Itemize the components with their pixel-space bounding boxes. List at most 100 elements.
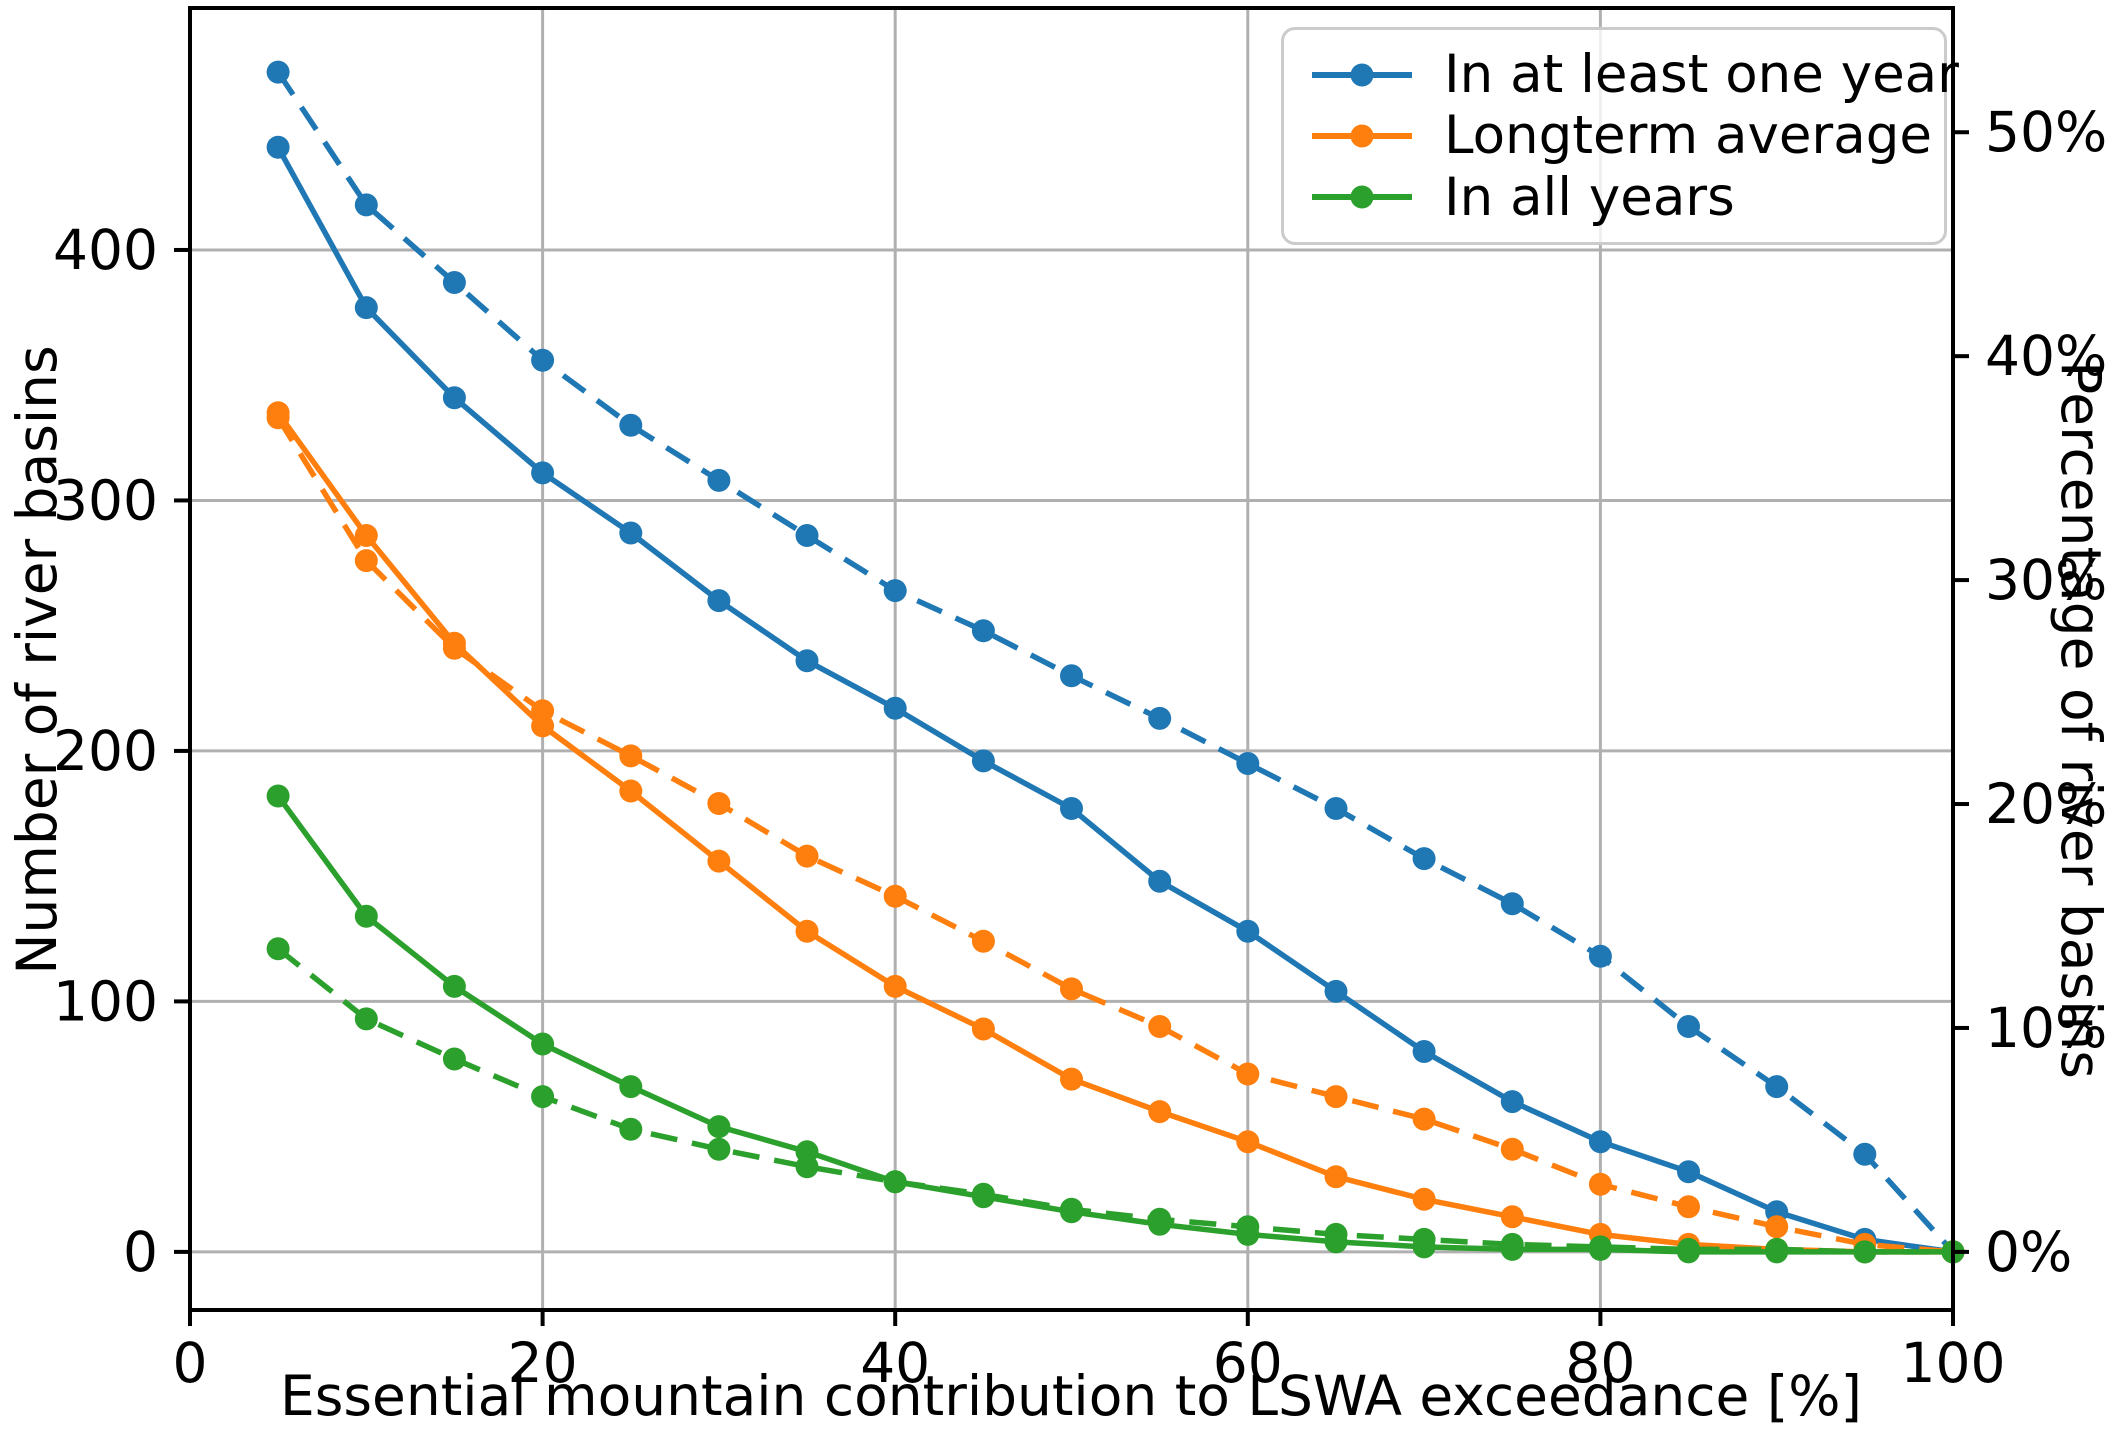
x-tick-label: 20: [508, 1331, 578, 1395]
y-left-tick-label: 400: [53, 218, 158, 282]
x-tick-label: 60: [1213, 1331, 1283, 1395]
data-point-marker: [883, 974, 907, 998]
y-left-tick-label: 300: [53, 468, 158, 532]
data-point-marker: [1853, 1142, 1877, 1166]
legend-line-marker-icon: [1312, 185, 1412, 209]
data-point-marker: [971, 1182, 995, 1206]
x-tick-label: 80: [1565, 1331, 1635, 1395]
data-point-marker: [1236, 1062, 1260, 1086]
series-line-longterm-average-solid: [275, 411, 1953, 1255]
y-right-tick-label: 30%: [1985, 548, 2107, 612]
y-right-tick-label: 10%: [1985, 996, 2107, 1060]
data-point-marker: [1148, 869, 1172, 893]
data-point-marker: [707, 849, 731, 873]
data-point-marker: [883, 884, 907, 908]
data-point-marker: [883, 1170, 907, 1194]
x-axis-title: Essential mountain contribution to LSWA …: [280, 1364, 1862, 1428]
data-point-marker: [971, 1017, 995, 1041]
legend-line-marker-icon: [1312, 63, 1412, 87]
x-tick-label: 0: [173, 1331, 208, 1395]
data-point-marker: [442, 271, 466, 294]
data-point-marker: [1500, 1090, 1524, 1114]
y-right-tick-label: 20%: [1985, 772, 2107, 836]
series-line-in-all-years-solid: [275, 794, 1953, 1255]
data-point-marker: [442, 386, 466, 410]
data-point-marker: [442, 1047, 466, 1071]
data-point-marker: [531, 1085, 555, 1109]
data-point-marker: [707, 1115, 731, 1139]
y-axis-left-title: Number of river basins: [5, 345, 69, 974]
legend-item-longterm-average: Longterm average: [1310, 109, 1934, 162]
data-point-marker: [354, 193, 378, 217]
data-point-marker: [795, 844, 819, 868]
data-point-marker: [1500, 1205, 1524, 1229]
data-point-marker: [1765, 1075, 1789, 1099]
data-point-marker: [1060, 797, 1083, 820]
chart-legend: In at least one year Longterm average In a…: [1281, 27, 1959, 245]
data-point-marker: [266, 135, 290, 159]
series-line-in-at-least-one-year-solid: [275, 145, 1954, 1255]
legend-item-in-at-least-one-year: In at least one year: [1310, 48, 1959, 101]
data-point-marker: [619, 413, 643, 437]
data-point-marker: [1412, 1187, 1436, 1211]
data-point-marker: [1765, 1237, 1789, 1261]
data-point-marker: [1412, 847, 1436, 871]
data-point-marker: [354, 296, 378, 320]
data-point-marker: [1853, 1240, 1877, 1264]
data-point-marker: [1236, 752, 1260, 775]
data-point-marker: [531, 348, 555, 372]
data-point-marker: [619, 1075, 643, 1099]
legend-label: Longterm average: [1444, 105, 1932, 167]
legend-line-marker-icon: [1312, 124, 1412, 148]
data-point-marker: [266, 406, 290, 430]
data-point-marker: [1060, 1067, 1083, 1091]
data-point-marker: [1500, 892, 1524, 916]
data-point-marker: [1148, 1207, 1172, 1231]
y-right-tick-label: 50%: [1985, 100, 2107, 164]
data-point-marker: [531, 1032, 555, 1056]
data-point-marker: [971, 929, 995, 953]
data-point-marker: [707, 589, 731, 613]
data-point-marker: [1324, 1085, 1348, 1109]
legend-label: In at least one year: [1444, 44, 1959, 106]
data-point-marker: [619, 521, 643, 545]
data-point-marker: [1588, 1130, 1612, 1154]
y-right-tick-label: 40%: [1985, 324, 2107, 388]
data-point-marker: [354, 904, 378, 928]
data-point-marker: [619, 1117, 643, 1141]
data-point-marker: [795, 524, 819, 547]
data-point-marker: [1588, 1235, 1612, 1259]
data-point-marker: [354, 549, 378, 573]
plot-border: [188, 6, 1955, 1312]
data-point-marker: [1677, 1160, 1700, 1184]
series-line-in-at-least-one-year-dashed: [275, 70, 1956, 1254]
data-point-marker: [266, 60, 290, 84]
data-point-marker: [1148, 706, 1172, 730]
data-point-marker: [619, 744, 643, 768]
data-point-marker: [1412, 1227, 1436, 1251]
data-point-marker: [1677, 1015, 1700, 1038]
x-tick-label: 100: [1901, 1331, 2006, 1395]
y-right-tick-label: 0%: [1985, 1220, 2072, 1284]
y-left-tick-label: 200: [53, 719, 158, 783]
data-point-marker: [1236, 919, 1260, 943]
data-point-marker: [1588, 944, 1612, 968]
data-point-marker: [1412, 1040, 1436, 1063]
data-point-marker: [707, 468, 731, 492]
data-point-marker: [1765, 1215, 1789, 1239]
data-point-marker: [1324, 1165, 1348, 1189]
data-point-marker: [531, 461, 555, 485]
data-point-marker: [1324, 1222, 1348, 1246]
data-point-marker: [795, 649, 819, 673]
y-left-tick-label: 100: [53, 969, 158, 1033]
data-point-marker: [1500, 1137, 1524, 1161]
data-point-marker: [1412, 1107, 1436, 1131]
data-point-marker: [707, 1137, 731, 1161]
data-point-marker: [795, 1155, 819, 1179]
series-line-in-all-years-dashed: [276, 946, 1953, 1255]
legend-item-in-all-years: In all years: [1310, 171, 1934, 224]
data-point-marker: [971, 749, 995, 773]
data-point-marker: [354, 1007, 378, 1031]
data-point-marker: [1236, 1130, 1260, 1154]
